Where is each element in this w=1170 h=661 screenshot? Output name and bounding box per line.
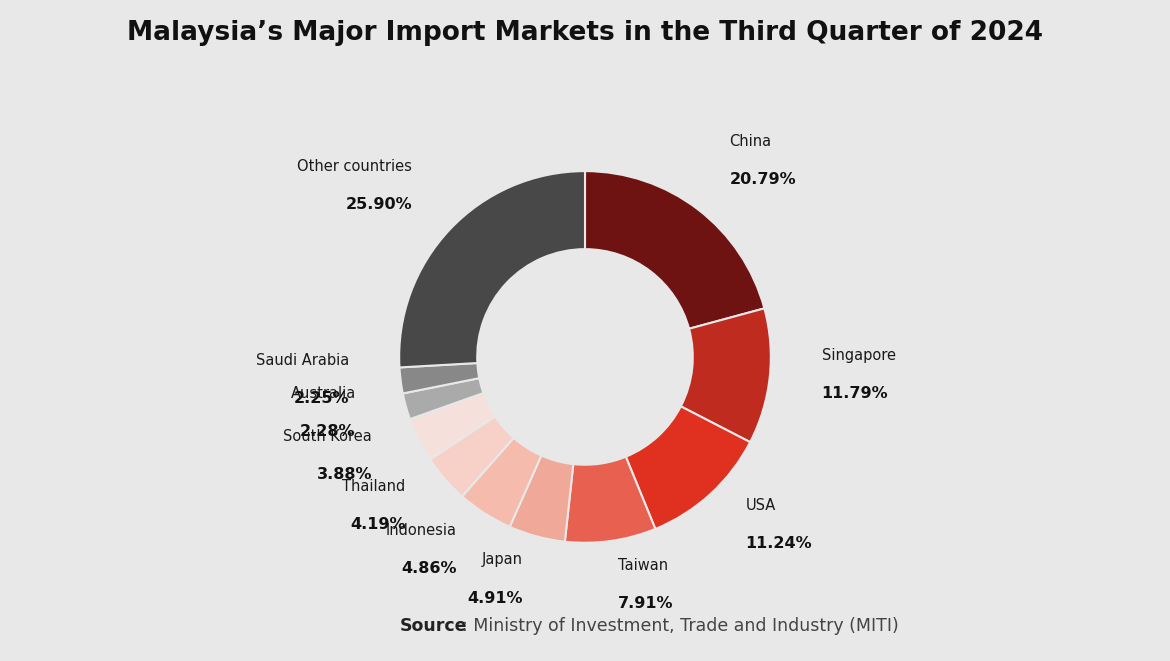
- Text: Japan: Japan: [482, 553, 523, 567]
- Text: South Korea: South Korea: [283, 429, 372, 444]
- Wedge shape: [431, 416, 514, 496]
- Wedge shape: [399, 171, 585, 368]
- Text: : Ministry of Investment, Trade and Industry (MITI): : Ministry of Investment, Trade and Indu…: [462, 617, 899, 635]
- Text: 2.28%: 2.28%: [301, 424, 356, 439]
- Text: Australia: Australia: [290, 386, 356, 401]
- Wedge shape: [626, 407, 750, 529]
- Wedge shape: [510, 455, 573, 541]
- Wedge shape: [462, 438, 542, 527]
- Wedge shape: [565, 457, 655, 543]
- Text: Saudi Arabia: Saudi Arabia: [256, 353, 349, 368]
- Wedge shape: [399, 363, 480, 393]
- Text: Malaysia’s Major Import Markets in the Third Quarter of 2024: Malaysia’s Major Import Markets in the T…: [128, 20, 1042, 46]
- Wedge shape: [681, 308, 771, 442]
- Wedge shape: [402, 378, 483, 419]
- Text: Singapore: Singapore: [821, 348, 895, 363]
- Text: 2.25%: 2.25%: [294, 391, 349, 406]
- Text: USA: USA: [745, 498, 776, 513]
- Text: Source: Ministry of Investment, Trade and Industry (MITI): Source: Ministry of Investment, Trade an…: [337, 617, 833, 635]
- Text: 3.88%: 3.88%: [317, 467, 372, 482]
- Text: 4.19%: 4.19%: [350, 517, 406, 532]
- Text: Source: Source: [400, 617, 468, 635]
- Text: 11.24%: 11.24%: [745, 536, 812, 551]
- Text: Thailand: Thailand: [343, 479, 406, 494]
- Text: 4.86%: 4.86%: [401, 561, 456, 576]
- Text: Other countries: Other countries: [297, 159, 412, 175]
- Wedge shape: [585, 171, 764, 329]
- Text: China: China: [730, 134, 772, 149]
- Text: 4.91%: 4.91%: [468, 590, 523, 605]
- Text: 20.79%: 20.79%: [730, 172, 796, 187]
- Text: 25.90%: 25.90%: [345, 198, 412, 212]
- Text: 11.79%: 11.79%: [821, 386, 888, 401]
- Text: Indonesia: Indonesia: [386, 523, 456, 538]
- Text: Taiwan: Taiwan: [618, 558, 668, 573]
- Wedge shape: [410, 393, 495, 459]
- Text: 7.91%: 7.91%: [618, 596, 674, 611]
